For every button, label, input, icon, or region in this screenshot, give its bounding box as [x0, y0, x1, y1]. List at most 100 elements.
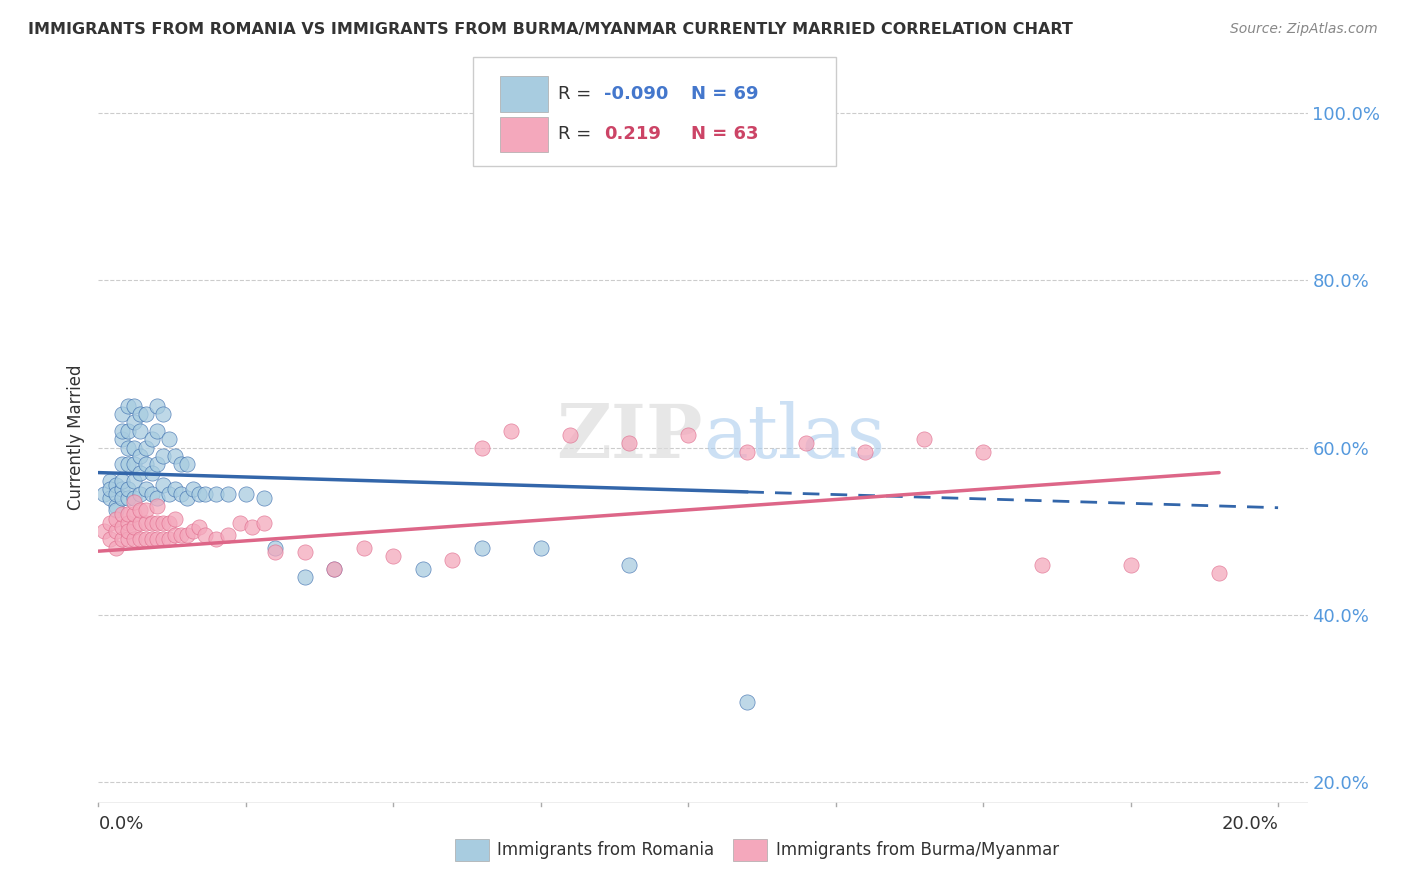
Point — [323, 562, 346, 576]
Point — [111, 483, 134, 497]
Y-axis label: Currently Married: Currently Married — [66, 364, 84, 510]
Text: Immigrants from Romania: Immigrants from Romania — [498, 841, 714, 859]
Point — [972, 444, 994, 458]
Point — [105, 499, 128, 513]
Point — [111, 457, 134, 471]
Point — [176, 491, 198, 505]
Point — [560, 428, 582, 442]
Point — [105, 503, 128, 517]
Point — [122, 416, 145, 430]
Point — [135, 441, 157, 455]
FancyBboxPatch shape — [456, 839, 489, 862]
Point — [157, 533, 180, 547]
Point — [105, 541, 128, 555]
Point — [122, 533, 145, 547]
Point — [117, 457, 139, 471]
FancyBboxPatch shape — [501, 77, 548, 112]
FancyBboxPatch shape — [474, 57, 837, 167]
Point — [382, 549, 405, 564]
Point — [117, 483, 139, 497]
Point — [176, 528, 198, 542]
Point — [128, 486, 150, 500]
Point — [105, 524, 128, 538]
Point — [165, 528, 187, 542]
Point — [111, 491, 134, 505]
Point — [117, 516, 139, 530]
Point — [146, 457, 169, 471]
Point — [128, 516, 150, 530]
Point — [187, 486, 209, 500]
Text: IMMIGRANTS FROM ROMANIA VS IMMIGRANTS FROM BURMA/MYANMAR CURRENTLY MARRIED CORRE: IMMIGRANTS FROM ROMANIA VS IMMIGRANTS FR… — [28, 22, 1073, 37]
Point — [170, 457, 193, 471]
Point — [105, 511, 128, 525]
Point — [471, 541, 494, 555]
Point — [181, 483, 204, 497]
Point — [170, 486, 193, 500]
Point — [240, 520, 263, 534]
Point — [141, 432, 163, 446]
Text: R =: R = — [558, 85, 598, 103]
Point — [122, 495, 145, 509]
Point — [205, 486, 228, 500]
Point — [98, 516, 121, 530]
Point — [111, 407, 134, 421]
Point — [111, 474, 134, 488]
Point — [187, 520, 209, 534]
Point — [1119, 558, 1142, 572]
Point — [678, 428, 700, 442]
Point — [111, 508, 134, 522]
Point — [135, 407, 157, 421]
Point — [853, 444, 876, 458]
Point — [229, 516, 252, 530]
Point — [117, 441, 139, 455]
Point — [141, 516, 163, 530]
Point — [264, 541, 287, 555]
Point — [122, 491, 145, 505]
Point — [122, 508, 145, 522]
Point — [128, 449, 150, 463]
Point — [146, 516, 169, 530]
Point — [165, 449, 187, 463]
Text: N = 69: N = 69 — [690, 85, 758, 103]
Point — [122, 441, 145, 455]
Point — [111, 533, 134, 547]
Point — [294, 570, 316, 584]
Point — [217, 486, 239, 500]
Point — [141, 466, 163, 480]
Text: 20.0%: 20.0% — [1222, 815, 1278, 833]
Point — [105, 486, 128, 500]
Point — [122, 399, 145, 413]
Point — [146, 533, 169, 547]
Point — [205, 533, 228, 547]
Point — [165, 511, 187, 525]
Point — [146, 491, 169, 505]
Point — [181, 524, 204, 538]
Point — [252, 516, 274, 530]
Point — [105, 478, 128, 492]
Point — [146, 424, 169, 438]
Point — [117, 533, 139, 547]
Point — [146, 499, 169, 513]
Point — [152, 449, 174, 463]
Point — [1208, 566, 1230, 580]
Point — [117, 524, 139, 538]
Point — [146, 399, 169, 413]
Point — [252, 491, 274, 505]
Point — [501, 424, 523, 438]
Point — [165, 483, 187, 497]
Point — [141, 486, 163, 500]
Point — [1031, 558, 1053, 572]
Point — [111, 424, 134, 438]
Point — [157, 432, 180, 446]
Point — [98, 533, 121, 547]
Point — [135, 503, 157, 517]
Point — [135, 457, 157, 471]
Point — [152, 533, 174, 547]
Text: 0.0%: 0.0% — [98, 815, 143, 833]
Point — [323, 562, 346, 576]
Point — [141, 533, 163, 547]
Text: 0.219: 0.219 — [603, 125, 661, 144]
Point — [912, 432, 935, 446]
Point — [235, 486, 257, 500]
FancyBboxPatch shape — [734, 839, 768, 862]
